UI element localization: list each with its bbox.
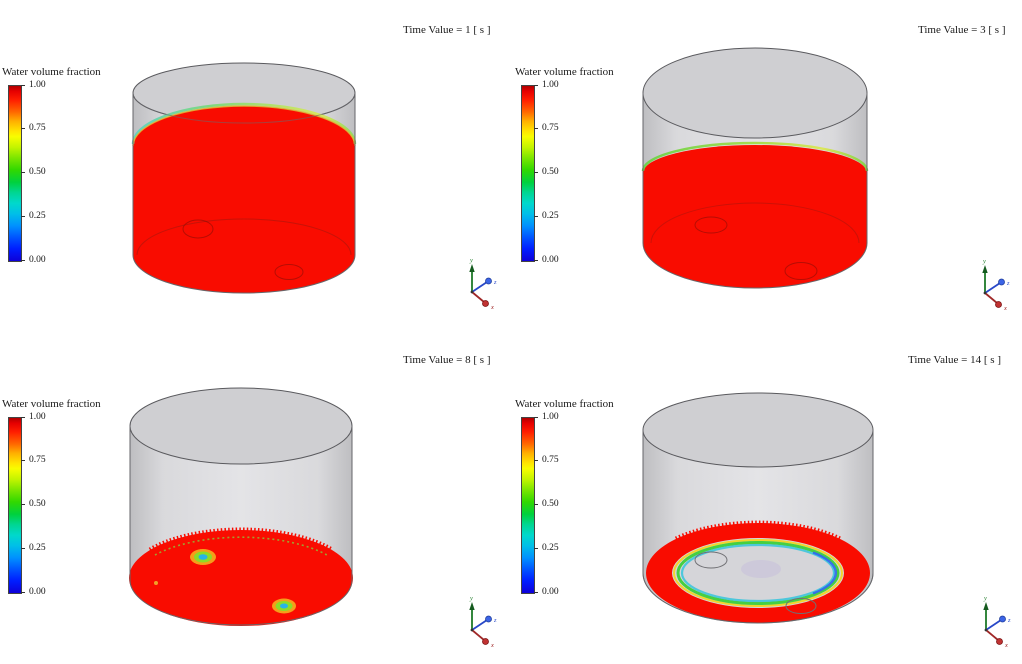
drain-hole [694,551,728,569]
y-axis-label: y [982,258,986,265]
tank-outline [642,93,868,289]
y-axis-label: y [469,257,473,264]
colorbar-legend-t3: Water volume fraction 1.00 0.75 0.50 0.2… [515,66,614,265]
waterline-rim [641,141,869,172]
x-axis-arrow [471,629,485,641]
z-axis-ball [998,278,1005,286]
tank-outline [132,93,356,294]
tank-visualization-t14 [642,392,874,624]
panel-title-t14: Time Value = 14 [ s ] [908,354,1001,366]
triad-origin [470,628,474,632]
axis-triad-t14: y z x [983,595,1011,649]
waterline-rim [154,536,328,556]
water-body [129,530,353,626]
tank-bottom-back-edge [136,218,352,256]
colorbar [521,85,535,262]
z-axis-ball [485,615,492,623]
x-axis-arrow [985,629,999,641]
colorbar [521,417,535,594]
ring-band-green [676,541,840,605]
z-axis-arrow [471,619,488,631]
waterline-serration [148,527,334,553]
z-axis-arrow [471,281,488,293]
z-axis-label: z [1007,617,1011,624]
panel-title-t8: Time Value = 8 [ s ] [403,354,491,366]
z-axis-ball [485,277,492,285]
water-body [643,145,867,288]
legend-title: Water volume fraction [515,398,614,410]
tank-bottom-back-edge [650,202,860,244]
axis-triad-t8: y z x [469,595,497,649]
tank-visualization-t1 [131,62,357,294]
axis-triad-t3: y z x [982,258,1010,312]
triad-origin [470,290,474,294]
opening-front-edge [132,92,356,124]
triad-origin [983,291,987,295]
colorbar-legend-t8: Water volume fraction 1.00 0.75 0.50 0.2… [2,398,101,597]
x-axis-ball [482,300,489,307]
z-axis-label: z [1006,280,1010,287]
water-body [133,106,355,293]
colorbar [8,417,22,594]
z-axis-label: z [493,617,497,624]
water-droplet [154,581,158,585]
y-axis-arrowhead [982,265,988,273]
x-axis-arrow [471,291,485,303]
drain-hole [694,216,728,234]
tank-opening [129,387,353,465]
floor-smudge [741,560,781,578]
x-axis-label: x [490,642,494,649]
triad-origin [984,628,988,632]
colorbar-legend-t1: Water volume fraction 1.00 0.75 0.50 0.2… [2,66,101,265]
drain-vortex [190,549,216,565]
y-axis-label: y [983,595,987,602]
legend-title: Water volume fraction [515,66,614,78]
drain-hole [785,598,817,614]
tank-opening [642,47,868,139]
tank-outline [129,426,353,626]
z-axis-ball [999,615,1006,623]
y-axis-label: y [469,595,473,602]
colorbar-legend-t14: Water volume fraction 1.00 0.75 0.50 0.2… [515,398,614,597]
legend-title: Water volume fraction [2,66,101,78]
waterline-meniscus [132,105,356,147]
ring-band-blue [812,551,837,595]
x-axis-ball [995,301,1002,308]
x-axis-arrow [984,292,998,304]
x-axis-label: x [1004,642,1008,649]
axis-triad-t1: y z x [469,257,497,311]
drain-vortex [272,598,296,614]
tank-outline [642,430,874,624]
legend-title: Water volume fraction [2,398,101,410]
x-axis-label: x [1003,305,1007,312]
x-axis-ball [482,638,489,645]
x-axis-label: x [490,304,494,311]
colorbar [8,85,22,262]
ring-band-cyan [680,543,836,603]
z-axis-label: z [493,279,497,286]
tank-opening [642,392,874,468]
tank-visualization-t8 [129,387,353,626]
y-axis-arrowhead [469,602,475,610]
z-axis-arrow [984,282,1001,294]
tank-visualization-t3 [641,47,869,289]
drain-hole [274,264,304,280]
ring-band-yellow [673,539,843,607]
drain-hole [182,219,214,239]
y-axis-arrowhead [983,602,989,610]
panel-title-t1: Time Value = 1 [ s ] [403,24,491,36]
x-axis-ball [996,638,1003,645]
drain-hole [784,262,818,280]
waterline-rim [131,102,357,145]
panel-title-t3: Time Value = 3 [ s ] [918,24,1006,36]
z-axis-arrow [985,619,1002,631]
y-axis-arrowhead [469,264,475,272]
